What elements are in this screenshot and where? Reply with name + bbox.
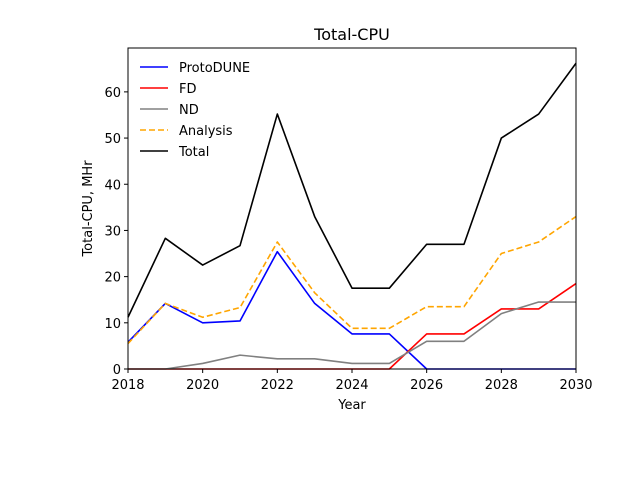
x-tick-label: 2028	[485, 378, 518, 393]
series-line-analysis	[127, 215, 577, 345]
legend-label-fd: FD	[179, 82, 197, 97]
x-axis-label: Year	[337, 398, 366, 413]
legend-label-total: Total	[178, 145, 209, 160]
y-axis: 0 10 20 30 40 50 60	[104, 86, 128, 378]
y-axis-label: Total-CPU, MHr	[81, 160, 96, 258]
x-tick-label: 2018	[111, 378, 144, 393]
x-tick-label: 2024	[335, 378, 368, 393]
y-tick-label: 30	[104, 224, 121, 239]
x-axis: 2018 2020 2022 2024 2026 2028 2030	[111, 369, 593, 393]
y-tick-label: 60	[104, 86, 121, 101]
legend-label-nd: ND	[179, 103, 199, 118]
x-tick-label: 2022	[261, 378, 294, 393]
x-tick-label: 2020	[186, 378, 219, 393]
y-tick-label: 10	[104, 317, 121, 332]
y-tick-label: 50	[104, 132, 121, 147]
chart-title: Total-CPU	[313, 25, 390, 44]
legend: ProtoDUNE FD ND Analysis Total	[140, 61, 250, 160]
y-tick-label: 40	[104, 178, 121, 193]
y-tick-label: 20	[104, 271, 121, 286]
x-tick-label: 2026	[410, 378, 443, 393]
y-tick-label: 0	[113, 363, 121, 378]
legend-label-analysis: Analysis	[179, 124, 233, 139]
legend-label-protodune: ProtoDUNE	[179, 61, 250, 76]
x-tick-label: 2030	[559, 378, 592, 393]
series-line-total	[127, 62, 577, 318]
series-line-nd	[128, 301, 576, 370]
